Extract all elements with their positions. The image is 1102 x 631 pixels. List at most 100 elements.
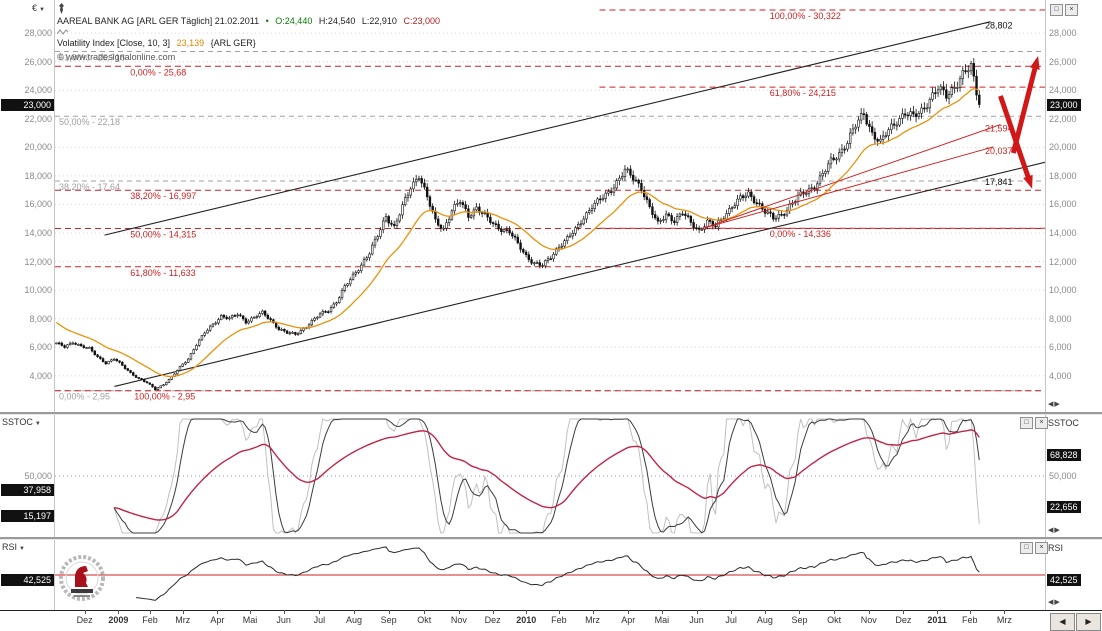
scroll-right-button[interactable]: ▶ (1076, 613, 1101, 631)
sstoc-fast-line (113, 417, 980, 534)
annotation-label: 100,00% - 30,322 (770, 11, 841, 21)
x-axis-label: Apr (210, 615, 225, 625)
x-tick (731, 610, 733, 614)
y-tick-label: 14,000 (24, 227, 52, 238)
close-icon[interactable]: × (1065, 4, 1078, 16)
sstoc-signal-line (113, 429, 980, 521)
close-icon[interactable]: × (1035, 417, 1048, 429)
x-tick (182, 610, 184, 614)
x-axis-label: Okt (827, 615, 842, 625)
annotation-label: 20,037 (985, 146, 1013, 156)
trend-arrow-down[interactable] (998, 95, 1033, 189)
x-tick (424, 610, 426, 614)
y-tick-label: 16,000 (1049, 199, 1077, 210)
sstoc-slow-line (113, 418, 980, 534)
x-axis-label: 2010 (516, 615, 537, 625)
indicator-market: {ARL GER} (210, 38, 256, 48)
x-tick (250, 610, 252, 614)
x-tick (558, 610, 560, 614)
annotation-label: 38,20% - 17,64 (59, 182, 120, 192)
x-tick (969, 610, 971, 614)
scroll-left-button[interactable]: ◀ (1050, 613, 1075, 631)
x-axis-label: Nov (450, 615, 467, 625)
x-axis-label: Mrz (585, 615, 601, 625)
restore-button[interactable]: □ (1020, 417, 1033, 429)
rsi-axis-scroll[interactable]: ◀▶ (1048, 599, 1061, 606)
rsi-selector[interactable]: RSI ▼ (2, 542, 25, 552)
y-tick-label: 12,000 (1049, 256, 1077, 267)
annotation-label: 38,20% - 16,997 (130, 191, 196, 201)
x-axis-label: Feb (961, 615, 978, 625)
x-axis-label: Dez (895, 615, 912, 625)
annotation-label: 28,802 (985, 21, 1013, 31)
rsi-value-tag: 42,525 (1, 574, 54, 587)
price-axis-scroll[interactable]: ◀▶ (1048, 401, 1061, 408)
close-icon[interactable]: × (1035, 542, 1048, 554)
trendline-red[interactable] (703, 146, 994, 229)
sstoc-chart-area[interactable] (55, 415, 1045, 537)
sstoc-selector[interactable]: SSTOC ▼ (2, 417, 41, 427)
x-axis-label: Feb (551, 615, 567, 625)
trendline[interactable] (104, 21, 991, 236)
x-axis-label: Mrz (996, 615, 1012, 625)
open-value: O:24,440 (275, 16, 313, 26)
annotation-label: 50,00% - 22,18 (59, 117, 120, 127)
rsi-label: RSI (2, 542, 18, 552)
restore-button[interactable]: □ (1050, 4, 1063, 16)
x-tick (217, 610, 219, 614)
annotation-label: 100,00% - 2,95 (134, 392, 195, 402)
y-tick-label: 20,000 (24, 142, 52, 153)
sstoc-value-tag: 37,958 (1, 483, 54, 496)
x-tick (834, 610, 836, 614)
left-axis-divider (54, 0, 55, 610)
rsi-chart-area[interactable] (55, 540, 1045, 610)
trendline-red[interactable] (703, 124, 1001, 229)
close-value: C:23,000 (403, 16, 440, 26)
x-tick (661, 610, 663, 614)
annotation-label: 17,841 (985, 177, 1013, 187)
tradesignal-logo (59, 555, 105, 601)
sstoc-value-tag: 68,828 (1047, 448, 1081, 461)
x-axis-label: Sep (380, 615, 397, 625)
y-tick-label: 6,000 (29, 342, 52, 353)
x-axis-label: Sep (791, 615, 808, 625)
x-axis (0, 610, 1102, 631)
y-tick-label: 28,000 (24, 28, 52, 39)
price-tag: 23,000 (1, 98, 54, 111)
x-tick (628, 610, 630, 614)
x-tick (353, 610, 355, 614)
x-tick (764, 610, 766, 614)
x-axis-label: Aug (756, 615, 773, 625)
x-tick (592, 610, 594, 614)
trendline[interactable] (114, 161, 1045, 387)
copyright: © www.tradesignalonline.com (57, 52, 176, 62)
y-tick-label: 12,000 (24, 256, 52, 267)
annotation-label: 61,80% - 11,633 (130, 268, 195, 278)
annotation-label: 0,00% - 25,68 (130, 67, 186, 77)
x-axis-label: 2011 (927, 615, 947, 625)
chevron-down-icon: ▼ (19, 546, 25, 552)
volatility-index-line (56, 87, 980, 378)
y-tick-label: 18,000 (24, 170, 52, 181)
x-axis-label: Apr (621, 615, 636, 625)
annotation-label: 50,00% - 14,315 (130, 229, 196, 239)
instrument-title: AAREAL BANK AG [ARL GER Täglich] 21.02.2… (57, 16, 260, 26)
x-axis-label: Nov (860, 615, 877, 625)
sstoc-tick-label: 50,000 (24, 471, 52, 481)
price-chart-area[interactable]: 61,80% - 26,718 50,00% - 22,18 38,20% - 17… (55, 0, 1045, 412)
sstoc-panel-window-buttons: □ × (1020, 417, 1048, 429)
price-axis-unit-selector[interactable]: € ▼ (32, 3, 45, 13)
low-value: L:22,910 (361, 16, 397, 26)
x-axis-label: Feb (142, 615, 158, 625)
restore-button[interactable]: □ (1020, 542, 1033, 554)
indicator-wave-icon (57, 29, 68, 35)
rsi-panel-window-buttons: □ × (1020, 542, 1048, 554)
x-tick (799, 610, 801, 614)
x-tick (526, 610, 528, 614)
annotation-label: 61,80% - 26,718 (59, 52, 125, 62)
sstoc-axis-scroll[interactable]: ◀▶ (1048, 527, 1061, 534)
x-axis-label: Jul (313, 615, 326, 625)
x-axis-label: Mai (654, 615, 670, 625)
rsi-line (135, 546, 980, 601)
x-tick (118, 610, 120, 614)
